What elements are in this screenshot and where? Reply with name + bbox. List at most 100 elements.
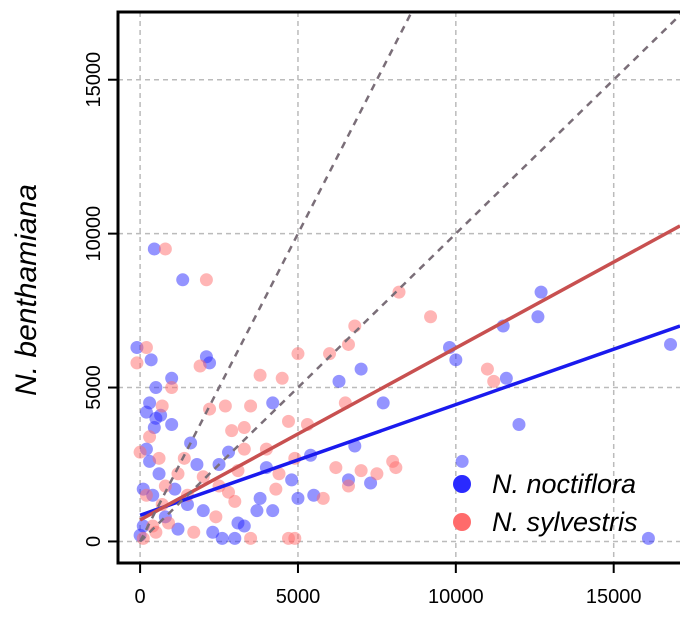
- point: [222, 485, 236, 499]
- point: [158, 242, 172, 256]
- point: [285, 473, 299, 487]
- point: [152, 451, 166, 465]
- trend-line: [139, 13, 680, 543]
- point: [323, 347, 337, 361]
- point: [177, 451, 191, 465]
- point: [225, 424, 239, 438]
- lines: [138, 12, 680, 543]
- point: [139, 405, 153, 419]
- point: [171, 467, 185, 481]
- point: [376, 396, 390, 410]
- point: [370, 467, 384, 481]
- point: [215, 531, 229, 545]
- point: [449, 353, 463, 367]
- point: [165, 371, 179, 385]
- trend-line: [139, 324, 680, 517]
- point: [664, 337, 678, 351]
- legend-label: N. sylvestris: [492, 507, 638, 537]
- point: [253, 491, 267, 505]
- point: [237, 442, 251, 456]
- point: [228, 494, 242, 508]
- point: [291, 347, 305, 361]
- trend-line: [138, 12, 413, 543]
- point: [130, 341, 144, 355]
- x-tick-label: 0: [135, 586, 146, 608]
- point: [288, 531, 302, 545]
- point: [165, 417, 179, 431]
- x-tick-label: 10000: [428, 586, 484, 608]
- point: [176, 273, 190, 287]
- point: [147, 242, 161, 256]
- point: [209, 510, 223, 524]
- y-tick-label: 15000: [83, 52, 105, 108]
- point: [499, 371, 513, 385]
- point: [144, 353, 158, 367]
- point: [196, 470, 210, 484]
- legend-marker: [453, 475, 471, 493]
- point: [152, 467, 166, 481]
- y-tick-label: 5000: [83, 365, 105, 410]
- point: [316, 491, 330, 505]
- frame: [116, 10, 680, 565]
- point: [155, 399, 169, 413]
- y-axis-label: N. benthamiana: [10, 184, 43, 396]
- legend-label: N. noctiflora: [492, 469, 636, 499]
- point: [130, 356, 144, 370]
- point: [291, 491, 305, 505]
- point: [480, 362, 494, 376]
- point: [162, 516, 176, 530]
- y-tick-label: 10000: [83, 206, 105, 262]
- y-tick-label: 0: [83, 536, 105, 547]
- point: [641, 531, 655, 545]
- point: [392, 285, 406, 299]
- point: [222, 445, 236, 459]
- point: [266, 396, 280, 410]
- points: [130, 242, 678, 545]
- point: [199, 273, 213, 287]
- point: [281, 414, 295, 428]
- point: [275, 371, 289, 385]
- point: [228, 531, 242, 545]
- point: [139, 488, 153, 502]
- point: [206, 525, 220, 539]
- point: [244, 531, 258, 545]
- point: [133, 445, 147, 459]
- point: [171, 522, 185, 536]
- x-tick-label: 5000: [276, 586, 321, 608]
- point: [531, 310, 545, 324]
- point: [269, 482, 283, 496]
- point: [354, 362, 368, 376]
- point: [149, 381, 163, 395]
- point: [389, 461, 403, 475]
- point: [534, 285, 548, 299]
- point: [364, 476, 378, 490]
- point: [193, 359, 207, 373]
- point: [244, 399, 258, 413]
- point: [354, 464, 368, 478]
- point: [158, 479, 172, 493]
- point: [487, 374, 501, 388]
- point: [329, 461, 343, 475]
- x-tick-label: 15000: [586, 586, 642, 608]
- point: [196, 504, 210, 518]
- point: [143, 430, 157, 444]
- point: [455, 454, 469, 468]
- point: [266, 504, 280, 518]
- point: [332, 374, 346, 388]
- point: [250, 504, 264, 518]
- point: [253, 368, 267, 382]
- legend-marker: [453, 513, 471, 531]
- point: [237, 421, 251, 435]
- point: [272, 467, 286, 481]
- point: [424, 310, 438, 324]
- trend-line: [139, 224, 680, 522]
- point: [187, 525, 201, 539]
- point: [218, 399, 232, 413]
- point: [231, 516, 245, 530]
- point: [190, 457, 204, 471]
- point: [341, 479, 355, 493]
- point: [139, 341, 153, 355]
- axes: 0 5000 10000 15000 0 5000 10000 15000: [83, 10, 680, 608]
- point: [512, 417, 526, 431]
